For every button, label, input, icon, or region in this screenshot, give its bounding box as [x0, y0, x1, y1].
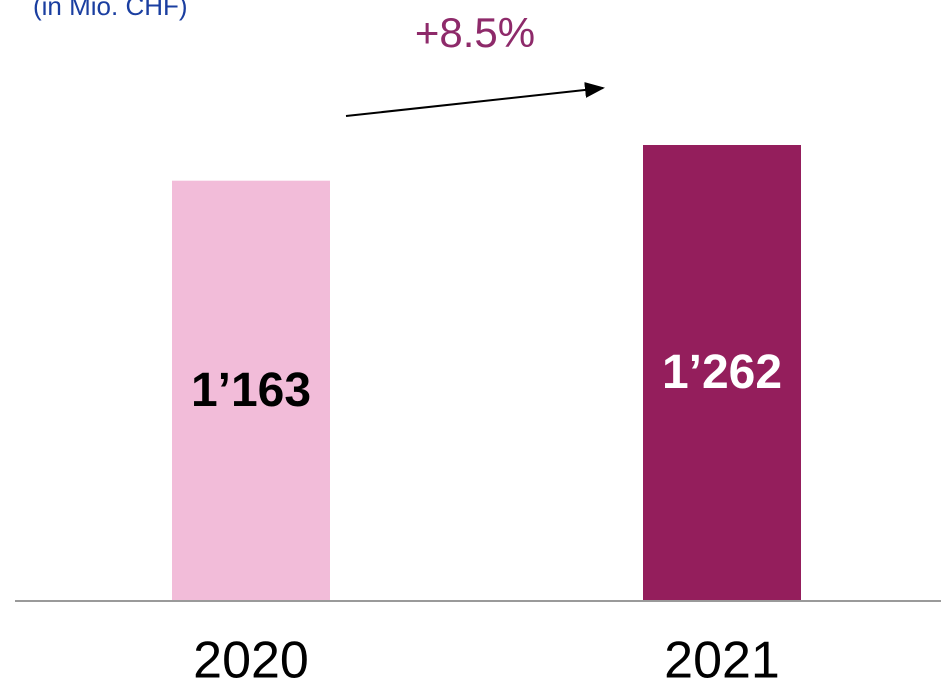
chart-subtitle: (in Mio. CHF) [33, 0, 188, 21]
bar [172, 180, 330, 600]
growth-arrow [345, 81, 605, 117]
bar [643, 145, 801, 600]
growth-annotation: +8.5% [415, 9, 535, 56]
x-tick-label: 2021 [664, 632, 780, 690]
data-label: 1’163 [191, 364, 311, 417]
x-tick-label: 2020 [193, 632, 309, 690]
data-label: 1’262 [662, 346, 782, 399]
